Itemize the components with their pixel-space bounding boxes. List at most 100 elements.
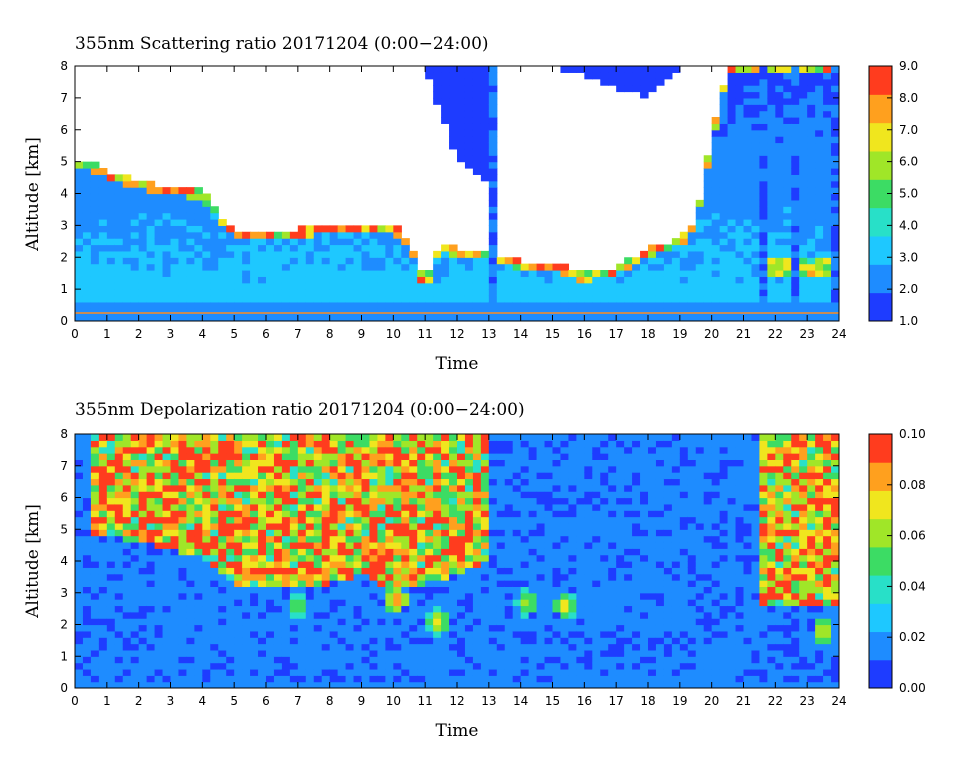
heatmap-cell (512, 270, 522, 277)
heatmap-cell (345, 618, 355, 626)
heatmap-cell (480, 491, 490, 499)
heatmap-cell (106, 289, 116, 297)
heatmap-cell (457, 484, 466, 492)
heatmap-cell (122, 180, 132, 188)
heatmap-cell (186, 206, 195, 214)
heatmap-cell (433, 599, 442, 607)
heatmap-cell (632, 643, 641, 651)
heatmap-cell (640, 529, 649, 537)
heatmap-cell (90, 510, 100, 518)
heatmap-cell (568, 561, 577, 568)
heatmap-cell (783, 225, 792, 233)
heatmap-cell (624, 465, 633, 473)
heatmap-cell (807, 270, 816, 277)
heatmap-cell (648, 301, 657, 309)
heatmap-cell (496, 453, 506, 460)
heatmap-cell (345, 276, 355, 284)
heatmap-cell (369, 263, 379, 271)
heatmap-cell (385, 522, 394, 530)
heatmap-cell (385, 238, 394, 246)
heatmap-cell (297, 586, 307, 594)
heatmap-cell (560, 618, 570, 626)
heatmap-cell (98, 295, 108, 303)
heatmap-cell (82, 478, 92, 486)
heatmap-cell (337, 446, 347, 454)
heatmap-cell (281, 289, 291, 297)
heatmap-cell (512, 516, 522, 524)
heatmap-cell (337, 630, 347, 638)
heatmap-cell (624, 516, 633, 524)
heatmap-cell (472, 148, 482, 156)
heatmap-cell (154, 491, 164, 499)
heatmap-cell (831, 136, 839, 144)
heatmap-cell (98, 459, 108, 467)
heatmap-cell (186, 586, 195, 594)
heatmap-cell (775, 212, 784, 220)
heatmap-cell (464, 637, 474, 645)
heatmap-cell (75, 161, 84, 169)
heatmap-cell (194, 573, 203, 581)
heatmap-cell (194, 231, 203, 239)
heatmap-cell (369, 599, 379, 607)
heatmap-cell (170, 459, 180, 467)
heatmap-cell (361, 561, 371, 568)
heatmap-cell (775, 276, 784, 284)
heatmap-cell (520, 573, 530, 581)
heatmap-cell (767, 187, 776, 195)
heatmap-cell (496, 522, 506, 530)
heatmap-cell (82, 630, 92, 638)
heatmap-cell (457, 85, 466, 93)
heatmap-cell (648, 649, 657, 657)
heatmap-cell (488, 129, 498, 137)
heatmap-cell (815, 66, 824, 73)
heatmap-cell (361, 503, 371, 511)
heatmap-cell (353, 541, 363, 549)
heatmap-cell (409, 643, 418, 651)
heatmap-cell (791, 142, 800, 150)
heatmap-cell (75, 270, 84, 277)
heatmap-cell (663, 257, 673, 265)
heatmap-cell (600, 491, 609, 499)
heatmap-cell (496, 440, 506, 448)
heatmap-cell (266, 244, 275, 252)
heatmap-cell (305, 624, 315, 632)
heatmap-cell (106, 301, 116, 309)
heatmap-cell (536, 535, 546, 543)
heatmap-cell (75, 503, 84, 511)
heatmap-cell (266, 238, 275, 246)
heatmap-cell (831, 129, 839, 137)
heatmap-cell (138, 478, 148, 486)
heatmap-cell (464, 270, 474, 277)
heatmap-cell (369, 643, 379, 651)
heatmap-cell (75, 491, 84, 499)
heatmap-cell (560, 624, 570, 632)
heatmap-cell (369, 529, 379, 537)
heatmap-cell (592, 535, 601, 543)
heatmap-cell (162, 516, 172, 524)
heatmap-cell (799, 161, 808, 169)
heatmap-cell (536, 681, 546, 688)
scattering-title: 355nm Scattering ratio 20171204 (0:00−24… (75, 34, 489, 54)
heatmap-cell (409, 529, 418, 537)
heatmap-cell (369, 491, 379, 499)
heatmap-cell (695, 244, 705, 252)
heatmap-cell (218, 238, 227, 246)
heatmap-cell (337, 434, 347, 441)
heatmap-cell (234, 472, 243, 480)
heatmap-cell (90, 643, 100, 651)
heatmap-cell (297, 605, 307, 613)
scattering-y-label: Altitude [km] (23, 137, 43, 252)
heatmap-cell (441, 97, 450, 105)
heatmap-cell (305, 446, 315, 454)
heatmap-cell (154, 225, 164, 233)
heatmap-cell (281, 668, 291, 676)
heatmap-cell (353, 618, 363, 626)
heatmap-cell (783, 180, 792, 188)
heatmap-cell (138, 567, 148, 575)
heatmap-cell (528, 440, 538, 448)
heatmap-cell (560, 554, 570, 562)
heatmap-cell (75, 497, 84, 505)
heatmap-cell (592, 484, 601, 492)
heatmap-cell (616, 522, 625, 530)
heatmap-cell (433, 656, 442, 664)
